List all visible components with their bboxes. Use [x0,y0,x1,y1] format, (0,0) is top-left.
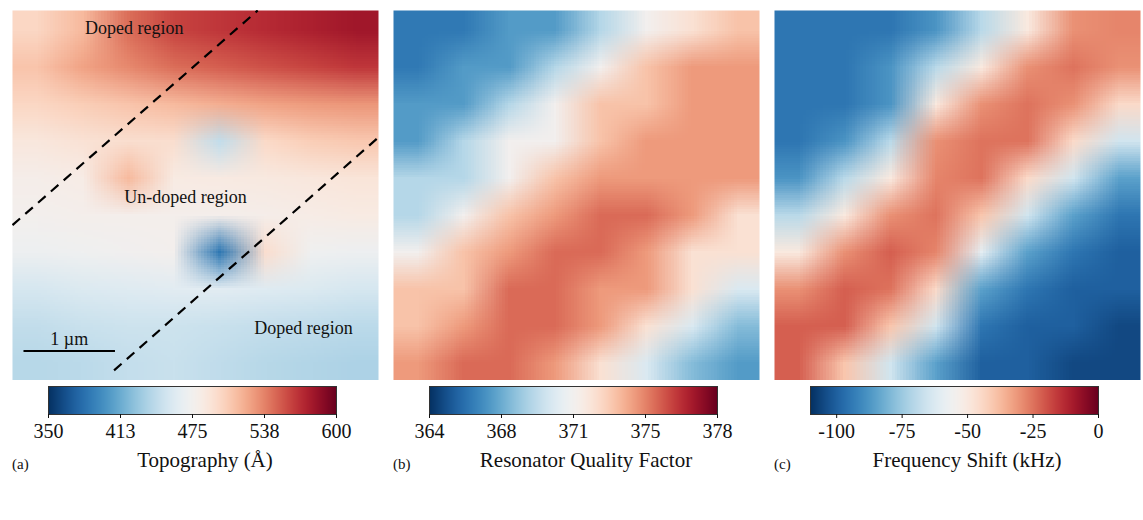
svg-text:378: 378 [703,420,733,442]
svg-text:413: 413 [106,420,136,442]
svg-text:538: 538 [250,420,280,442]
svg-text:Un-doped region: Un-doped region [124,187,246,207]
html-text:Frequency Shift (kHz): Frequency Shift (kHz) [872,448,1062,472]
html-text:(a): (a) [12,456,29,472]
svg-text:368: 368 [487,420,517,442]
svg-text:475: 475 [178,420,208,442]
svg-text:-100: -100 [818,420,855,442]
html-text:(b): (b) [393,456,411,472]
svg-text:1 µm: 1 µm [50,329,88,349]
svg-text:371: 371 [559,420,589,442]
svg-text:375: 375 [631,420,661,442]
svg-text:-75: -75 [889,420,916,442]
svg-text:600: 600 [322,420,352,442]
svg-text:-25: -25 [1020,420,1047,442]
svg-text:Doped region: Doped region [85,18,183,38]
svg-text:Doped region: Doped region [254,318,352,338]
svg-text:364: 364 [415,420,445,442]
html-text:(c): (c) [774,456,791,472]
html-text:Topography (Å): Topography (Å) [137,448,273,472]
html-text:Resonator Quality Factor: Resonator Quality Factor [479,448,693,472]
svg-text:-50: -50 [954,420,981,442]
svg-text:0: 0 [1094,420,1104,442]
svg-text:350: 350 [34,420,64,442]
